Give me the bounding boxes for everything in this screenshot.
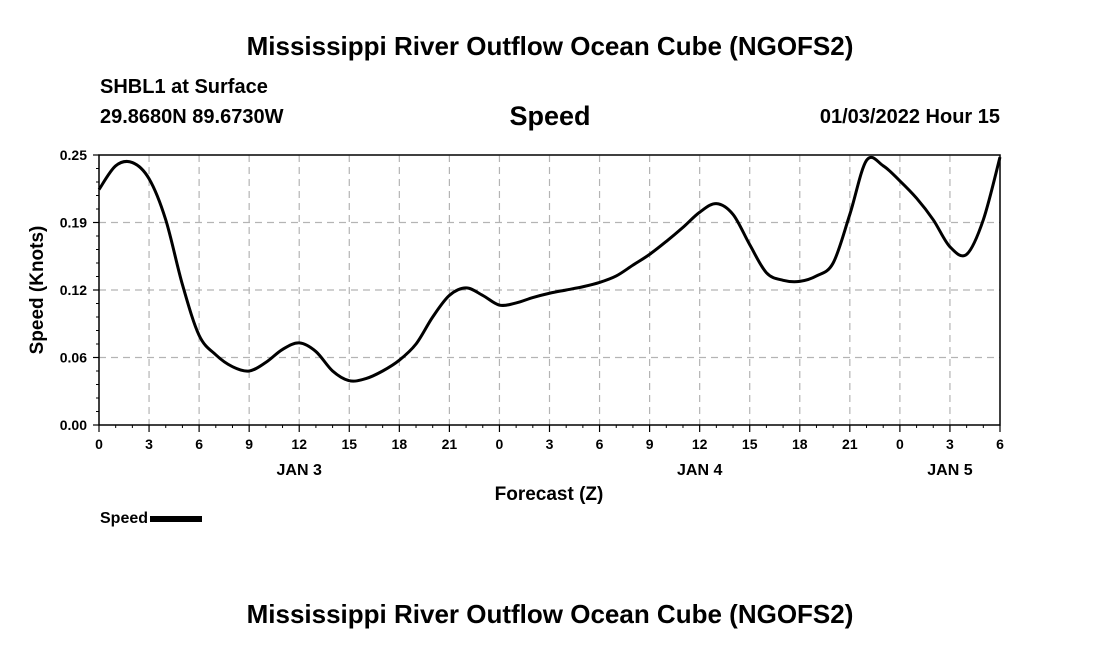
x-tick-label: 9 [245,436,253,452]
x-tick-label: 21 [442,436,458,452]
x-tick-label: 0 [95,436,103,452]
y-axis-title: Speed (Knots) [27,226,48,355]
speed-series-line [97,155,1002,383]
footer-title: Mississippi River Outflow Ocean Cube (NG… [246,599,854,629]
x-tick-label: 18 [392,436,408,452]
plot-area-frame [98,154,1001,426]
variable-title: Speed [509,101,591,131]
x-tick-label: 0 [496,436,504,452]
legend: Speed [100,510,203,528]
date-label: JAN 3 [277,462,322,479]
y-tick-label: 0.12 [60,282,87,298]
x-tick-label: 15 [341,436,357,452]
x-tick-label: 0 [896,436,904,452]
forecast-datetime: 01/03/2022 Hour 15 [819,106,1000,128]
x-tick-label: 15 [742,436,758,452]
y-tick-label: 0.19 [60,215,87,231]
station-coordinates: 29.8680N 89.6730W [100,106,284,128]
x-tick-label: 3 [946,436,954,452]
x-tick-label: 18 [792,436,808,452]
x-tick-label: 6 [596,436,604,452]
legend-label: Speed [100,510,149,527]
x-tick-label: 12 [291,436,307,452]
x-tick-label: 6 [996,436,1004,452]
y-tick-label: 0.00 [60,417,87,433]
x-tick-label: 6 [195,436,203,452]
y-tick-label: 0.25 [60,147,87,163]
x-tick-label: 9 [646,436,654,452]
main-title: Mississippi River Outflow Ocean Cube (NG… [246,31,854,61]
x-tick-label: 12 [692,436,708,452]
x-tick-label: 3 [546,436,554,452]
x-tick-label: 21 [842,436,858,452]
x-tick-label: 3 [145,436,153,452]
x-axis-title: Forecast (Z) [495,484,604,505]
station-name: SHBL1 at Surface [100,76,268,98]
y-tick-label: 0.06 [60,350,87,366]
date-label: JAN 4 [677,462,722,479]
legend-line-swatch [150,515,203,522]
date-label: JAN 5 [927,462,972,479]
